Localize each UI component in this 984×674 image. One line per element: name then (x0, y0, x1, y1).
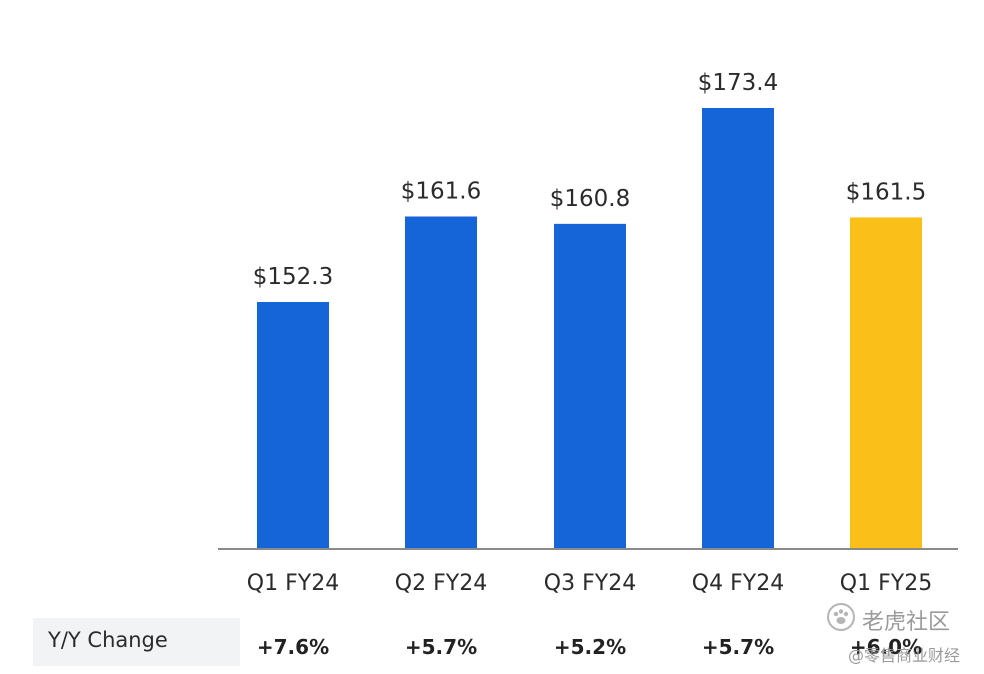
bar-q1-fy25 (850, 217, 922, 549)
yy-change-value: +6.0% (849, 635, 923, 659)
bar-value-label: $160.8 (550, 186, 630, 212)
watermark-bottom: @零售商业财经 (848, 646, 961, 665)
x-tick-label: Q1 FY24 (247, 571, 339, 596)
yy-change-value: +7.6% (256, 635, 330, 659)
bar-value-label: $161.6 (401, 178, 481, 204)
yy-change-label-box (33, 618, 240, 666)
watermark-top: 老虎社区 (862, 610, 951, 635)
bar-value-label: $152.3 (253, 264, 333, 290)
yy-change-value: +5.2% (553, 635, 627, 659)
x-tick-label: Q2 FY24 (395, 571, 487, 596)
bar-q1-fy24 (257, 302, 329, 549)
bar-q3-fy24 (554, 223, 626, 550)
bar-value-label: $173.4 (698, 70, 778, 96)
x-tick-label: Q4 FY24 (692, 571, 784, 596)
bar-q4-fy24 (702, 108, 774, 549)
bar-q2-fy24 (405, 216, 477, 549)
yy-change-value: +5.7% (404, 635, 478, 659)
yy-change-label: Y/Y Change (48, 628, 168, 652)
x-tick-label: Q1 FY25 (840, 571, 932, 596)
x-tick-label: Q3 FY24 (544, 571, 636, 596)
paw-logo-icon (826, 602, 856, 636)
bar-value-label: $161.5 (846, 179, 926, 205)
yy-change-value: +5.7% (701, 635, 775, 659)
